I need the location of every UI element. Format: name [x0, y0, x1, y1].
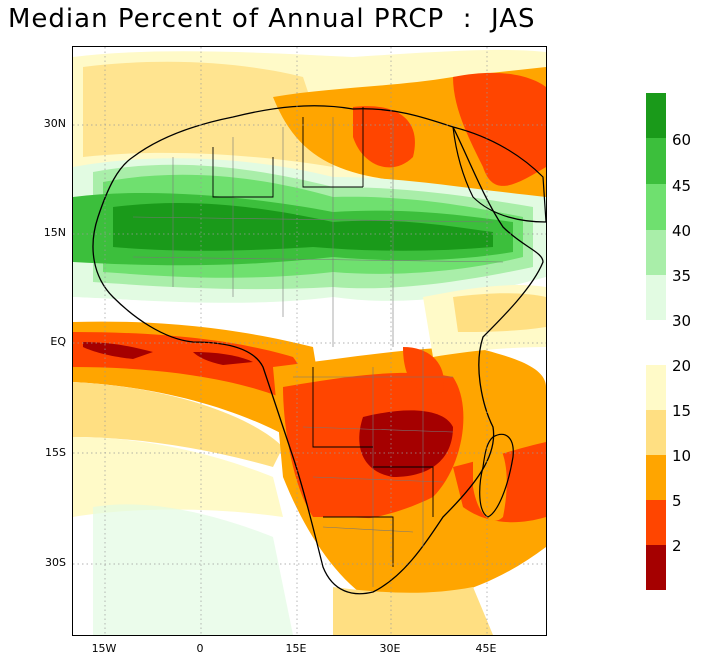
- colorbar-label-60: 60: [672, 131, 692, 149]
- colorbar-swatch-35: [646, 230, 666, 275]
- x-tick-0: 0: [196, 642, 204, 655]
- colorbar-label-45: 45: [672, 177, 692, 195]
- colorbar-swatch-60: [646, 93, 666, 138]
- precipitation-map: [72, 46, 547, 636]
- x-tick-15e: 15E: [285, 642, 307, 655]
- colorbar-swatch-15: [646, 410, 666, 455]
- colorbar-swatch-5: [646, 500, 666, 545]
- y-tick-15s: 15S: [45, 446, 66, 459]
- colorbar-swatch-2: [646, 545, 666, 590]
- colorbar-label-35: 35: [672, 267, 692, 285]
- map-canvas: [73, 47, 546, 635]
- map-title: Median Percent of Annual PRCP : JAS: [8, 4, 536, 34]
- colorbar-label-15: 15: [672, 402, 692, 420]
- colorbar-swatch-10: [646, 455, 666, 500]
- colorbar-label-30: 30: [672, 312, 692, 330]
- colorbar-swatch-40: [646, 184, 666, 230]
- y-tick-30s: 30S: [45, 556, 66, 569]
- y-tick-15n: 15N: [43, 226, 66, 239]
- colorbar-swatch-20: [646, 365, 666, 410]
- x-tick-30e: 30E: [379, 642, 401, 655]
- colorbar-label-40: 40: [672, 222, 692, 240]
- x-tick-15w: 15W: [91, 642, 117, 655]
- colorbar-label-5: 5: [672, 492, 682, 510]
- x-tick-45e: 45E: [475, 642, 497, 655]
- colorbar-label-20: 20: [672, 357, 692, 375]
- y-tick-eq: EQ: [50, 335, 66, 348]
- colorbar-label-2: 2: [672, 537, 682, 555]
- colorbar-label-10: 10: [672, 447, 692, 465]
- colorbar-swatch-45: [646, 138, 666, 184]
- y-tick-30n: 30N: [43, 117, 66, 130]
- colorbar-swatch-30: [646, 275, 666, 320]
